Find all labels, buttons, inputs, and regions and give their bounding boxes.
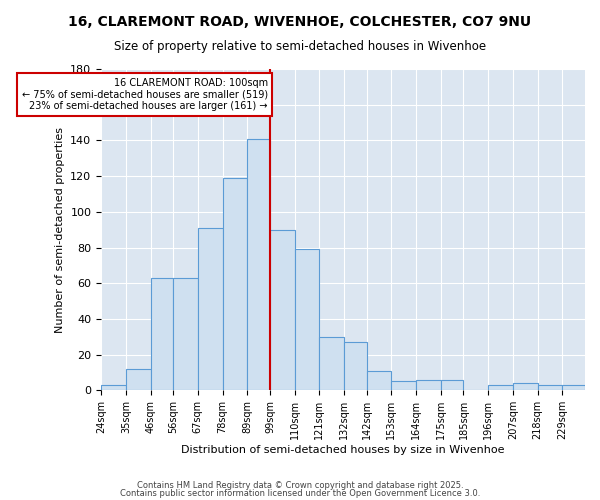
Bar [513,383,538,390]
Bar [562,385,585,390]
Text: Size of property relative to semi-detached houses in Wivenhoe: Size of property relative to semi-detach… [114,40,486,53]
Bar [416,380,441,390]
Bar [319,337,344,390]
Bar [538,385,562,390]
Bar [173,278,198,390]
Text: 16 CLAREMONT ROAD: 100sqm
← 75% of semi-detached houses are smaller (519)
23% of: 16 CLAREMONT ROAD: 100sqm ← 75% of semi-… [22,78,268,111]
Bar [344,342,367,390]
Text: Contains HM Land Registry data © Crown copyright and database right 2025.: Contains HM Land Registry data © Crown c… [137,481,463,490]
Bar [101,385,126,390]
Bar [223,178,247,390]
Bar [247,138,270,390]
Text: 16, CLAREMONT ROAD, WIVENHOE, COLCHESTER, CO7 9NU: 16, CLAREMONT ROAD, WIVENHOE, COLCHESTER… [68,15,532,29]
Bar [270,230,295,390]
Text: Contains public sector information licensed under the Open Government Licence 3.: Contains public sector information licen… [120,488,480,498]
Bar [488,385,513,390]
Bar [151,278,173,390]
Bar [441,380,463,390]
Y-axis label: Number of semi-detached properties: Number of semi-detached properties [55,126,65,332]
X-axis label: Distribution of semi-detached houses by size in Wivenhoe: Distribution of semi-detached houses by … [181,445,505,455]
Bar [295,250,319,390]
Bar [391,382,416,390]
Bar [198,228,223,390]
Bar [367,370,391,390]
Bar [126,369,151,390]
